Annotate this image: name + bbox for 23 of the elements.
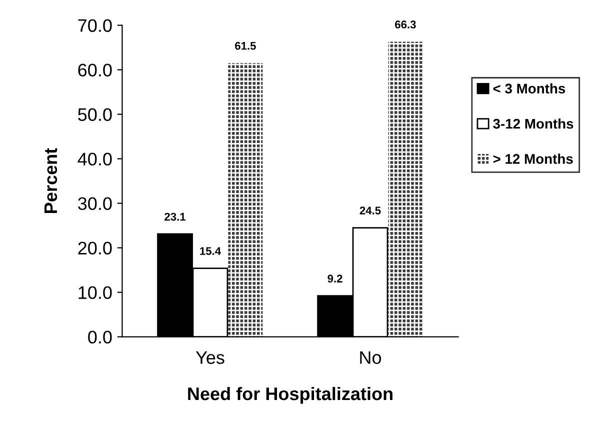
y-tick-label: 0.0 [88,330,112,344]
y-tick-label: 30.0 [78,197,112,210]
data-label: 24.5 [360,206,381,214]
y-tick-label: 70.0 [78,19,112,32]
bar [388,42,423,337]
y-axis-title: Percent [44,148,58,213]
x-tick-label: No [360,351,382,364]
legend-label: > 12 Months [493,154,573,164]
data-label: 9.2 [328,274,342,283]
data-label: 61.5 [235,42,256,50]
y-tick-label: 60.0 [78,64,112,76]
data-label: 66.3 [395,20,416,28]
x-tick-label: Yes [196,351,224,364]
data-label: 23.1 [164,212,186,221]
legend-label: 3-12 Months [493,118,574,129]
y-tick-label: 40.0 [78,152,112,166]
y-tick-label: 50.0 [78,108,112,121]
data-label: 15.4 [200,247,221,255]
y-tick-label: 20.0 [78,242,112,255]
y-tick-label: 10.0 [78,286,112,300]
x-axis-title: Need for Hospitalization [188,386,392,404]
bar [228,63,263,337]
legend-label: < 3 Months [493,83,566,94]
